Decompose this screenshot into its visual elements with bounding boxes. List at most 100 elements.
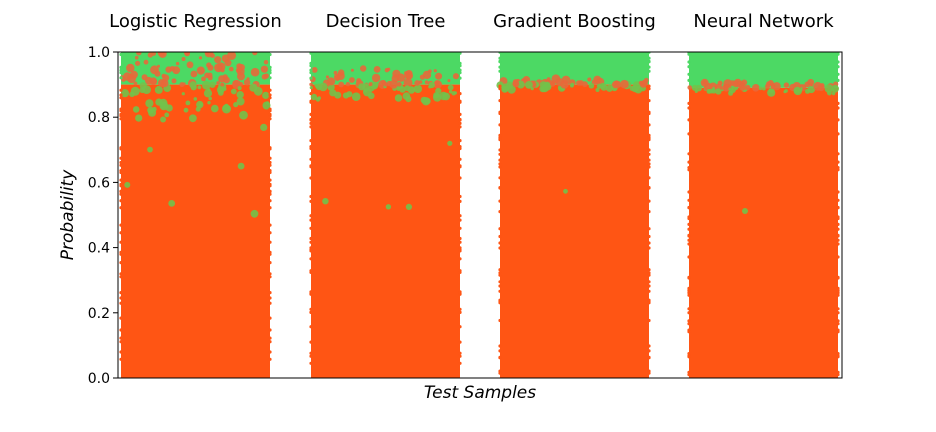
panel-1-edge-point (119, 199, 123, 203)
panel-4-edge-point (836, 233, 840, 237)
panel-3-point (546, 77, 551, 82)
panel-3-edge-point (498, 110, 502, 114)
panel-3-edge-point (647, 148, 651, 152)
panel-2-point (399, 86, 406, 93)
panel-title: Gradient Boosting (493, 11, 656, 32)
panel-1-point (265, 101, 270, 105)
panel-3-edge-point (647, 84, 651, 88)
panel-3-edge-point (498, 176, 502, 180)
panel-1-outlier (124, 181, 131, 188)
panel-4-edge-point (836, 60, 840, 64)
panel-1-point (186, 61, 194, 69)
panel-2-edge-point (309, 351, 313, 355)
panel-2-edge-point (309, 71, 313, 75)
panel-1-point (203, 89, 213, 98)
panel-1-point (236, 91, 244, 99)
panel-4-point (784, 89, 788, 93)
panel-1-edge-point (268, 88, 272, 92)
panel-4-edge-point (687, 216, 691, 221)
panel-3-edge-point (498, 148, 502, 152)
panel-2-point (338, 81, 345, 88)
panel-1-point (208, 96, 212, 101)
panel-4-edge-point (687, 106, 691, 110)
panel-2-point (428, 81, 435, 89)
panel-3-edge-point (498, 162, 502, 166)
panel-4-edge-point (836, 78, 840, 82)
panel-2-edge-point (309, 139, 313, 143)
panel-4-point (707, 89, 711, 93)
panel-2-point (435, 87, 442, 95)
panel-2-point (434, 80, 440, 86)
panel-3-negative-band (500, 84, 649, 378)
panel-1-edge-point (268, 192, 272, 196)
panel-1-point (237, 72, 245, 81)
panel-3-point (631, 84, 639, 93)
panel-1-edge-point (119, 88, 123, 92)
panel-1-point (201, 76, 206, 82)
panel-2-point (394, 94, 403, 102)
panel-4-edge-point (836, 242, 840, 246)
panel-3-edge-point (498, 69, 502, 73)
panel-4-point (758, 86, 763, 91)
panel-1-edge-point (119, 160, 123, 165)
panel-4-negative-band (689, 87, 838, 378)
panel-4-edge-point (836, 190, 840, 194)
panel-2-edge-point (309, 214, 313, 218)
panel-4-edge-point (687, 352, 691, 356)
panel-4-edge-point (687, 132, 691, 136)
panel-3-edge-point (498, 133, 502, 137)
panel-1-point (181, 92, 185, 96)
panel-3-point (620, 79, 629, 89)
panel-2-point (358, 83, 366, 91)
panel-1-edge-point (268, 240, 272, 244)
panel-1-point (230, 88, 237, 95)
panel-4-edge-point (836, 373, 840, 377)
panel-1-point (210, 53, 215, 58)
panel-4-edge-point (687, 227, 691, 231)
panel-1-edge-point (268, 52, 272, 57)
panel-1-point (232, 80, 237, 85)
panel-3-point (570, 82, 575, 87)
panel-1-edge-point (268, 272, 272, 276)
panel-1-point (158, 79, 166, 87)
panel-4-edge-point (687, 330, 691, 334)
panel-1-edge-point (268, 340, 272, 344)
panel-2-edge-point (458, 257, 462, 261)
panel-1-edge-point (119, 112, 123, 116)
panel-2-point (329, 89, 337, 97)
panel-1-edge-point (268, 261, 272, 265)
panel-2-edge-point (309, 325, 313, 329)
panel-1-edge-point (119, 336, 123, 340)
panel-1-edge-point (268, 336, 272, 340)
panel-1-point (250, 67, 260, 77)
panel-4-edge-point (836, 238, 840, 242)
panel-3-outlier (563, 188, 568, 194)
panel-titles: Logistic Regression Decision Tree Gradient… (109, 11, 834, 32)
panel-4-edge-point (687, 319, 691, 323)
panel-1-point (185, 100, 191, 106)
panel-1-point (165, 66, 172, 73)
panel-3-edge-point (498, 289, 502, 293)
panel-2-edge-point (309, 269, 313, 273)
panel-2-point (452, 73, 460, 80)
panel-2-point (442, 92, 450, 101)
panel-1-point (134, 55, 139, 60)
panel-3-edge-point (647, 69, 651, 73)
panel-2-point (349, 77, 355, 83)
panel-1-point (193, 97, 198, 101)
panel-1-point (165, 104, 173, 112)
panel-3-edge-point (647, 199, 651, 203)
panel-3-edge-point (498, 371, 502, 375)
panel-1-edge-point (268, 189, 272, 193)
panel-4-edge-point (836, 118, 840, 122)
panel-3-edge-point (647, 289, 651, 293)
panel-1-edge-point (119, 76, 123, 80)
panel-1-edge-point (268, 65, 272, 69)
panel-1-point (145, 99, 154, 108)
panel-2-edge-point (458, 351, 462, 355)
panel-1-edge-point (268, 93, 272, 97)
panel-4-edge-point (687, 370, 691, 374)
panel-1-edge-point (268, 316, 272, 320)
panel-1-edge-point (268, 163, 272, 167)
panel-2-edge-point (309, 52, 313, 55)
